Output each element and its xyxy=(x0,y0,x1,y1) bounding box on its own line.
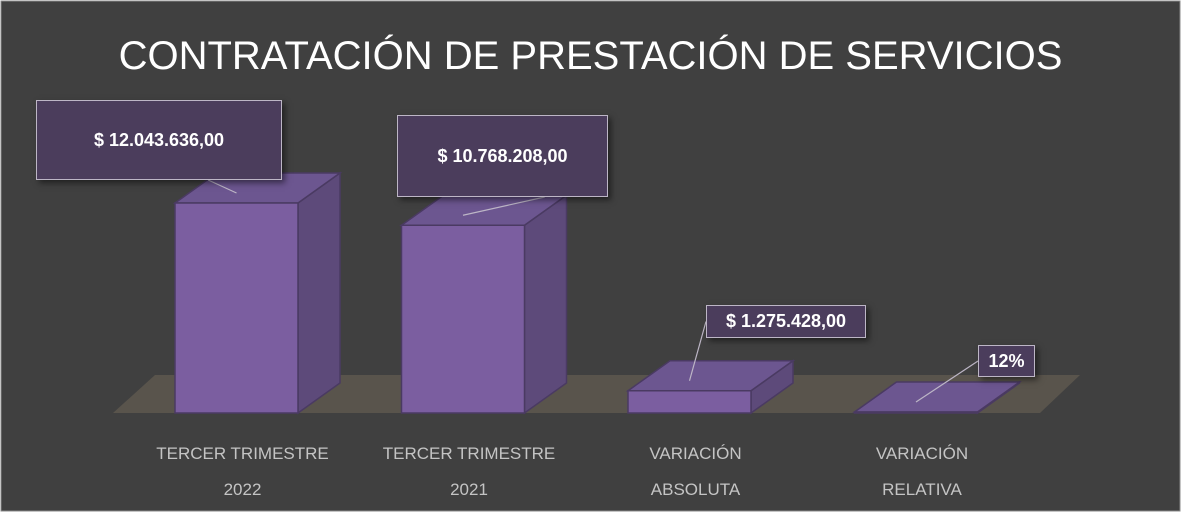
x-tick-label: VARIACIÓN RELATIVA xyxy=(875,444,969,499)
data-label: $ 10.768.208,00 xyxy=(397,115,608,197)
chart-title: CONTRATACIÓN DE PRESTACIÓN DE SERVICIOS xyxy=(118,34,1063,78)
data-label: $ 1.275.428,00 xyxy=(706,305,866,338)
x-tick-label: VARIACIÓN ABSOLUTA xyxy=(649,444,742,499)
bar xyxy=(172,171,343,415)
data-label: 12% xyxy=(978,345,1035,377)
leader-line xyxy=(207,179,237,194)
leader-line xyxy=(688,321,707,381)
x-tick-label: TERCER TRIMESTRE 2022 xyxy=(156,444,329,499)
x-tick-label: TERCER TRIMESTRE 2021 xyxy=(382,444,556,499)
leader-line xyxy=(462,196,545,216)
leader-line xyxy=(915,360,979,403)
bar xyxy=(399,193,569,415)
floor xyxy=(113,375,1080,413)
bar xyxy=(625,359,796,415)
data-label: $ 12.043.636,00 xyxy=(36,100,282,180)
bar xyxy=(852,380,1022,415)
